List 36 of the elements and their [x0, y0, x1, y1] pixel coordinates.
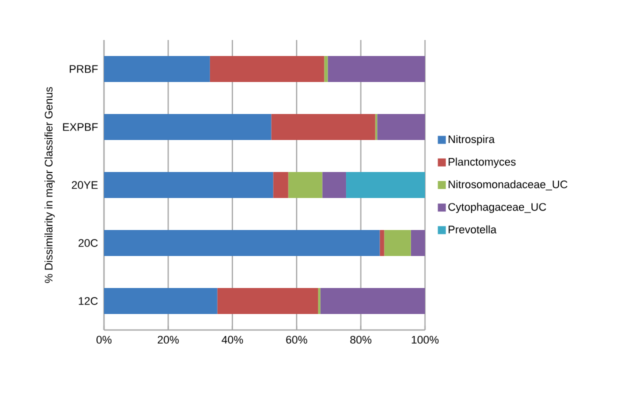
x-tick-label: 20%: [158, 336, 179, 344]
x-tick-label: 40%: [222, 336, 243, 344]
bar: [346, 172, 426, 198]
bar: [384, 230, 411, 256]
bar: [320, 288, 426, 314]
bar: [288, 172, 322, 198]
bar: [410, 230, 426, 256]
x-tick-label: 100%: [412, 336, 439, 344]
y-tick-label: 12C: [78, 297, 98, 305]
legend-label: Nitrospira: [448, 135, 495, 146]
bar: [104, 230, 380, 256]
bar: [217, 288, 318, 314]
bar: [273, 172, 288, 198]
bar: [104, 114, 272, 140]
legend-label: Cytophagaceae_UC: [448, 202, 546, 213]
bar: [328, 56, 426, 82]
bar: [324, 56, 328, 82]
y-tick-label: 20C: [78, 239, 98, 247]
y-tick-label: PRBF: [70, 65, 98, 73]
bar: [104, 172, 274, 198]
bar: [271, 114, 376, 140]
bar: [104, 288, 218, 314]
bar: [377, 114, 426, 140]
legend-label: Nitrosomonadaceae_UC: [448, 180, 568, 190]
x-tick-label: 60%: [286, 336, 308, 344]
bar: [380, 230, 384, 256]
y-axis-title: % Dissimilarity in major Classifier Genus: [44, 87, 55, 283]
bar: [210, 56, 324, 82]
legend-label: Prevotella: [448, 225, 497, 234]
bar: [104, 56, 210, 82]
y-tick-label: EXPBF: [63, 123, 98, 131]
x-tick-label: 80%: [350, 336, 372, 344]
x-tick-label: 0%: [96, 336, 112, 344]
bar: [322, 172, 346, 198]
y-tick-label: 20YE: [72, 181, 98, 189]
legend-label: Planctomyces: [448, 158, 516, 168]
